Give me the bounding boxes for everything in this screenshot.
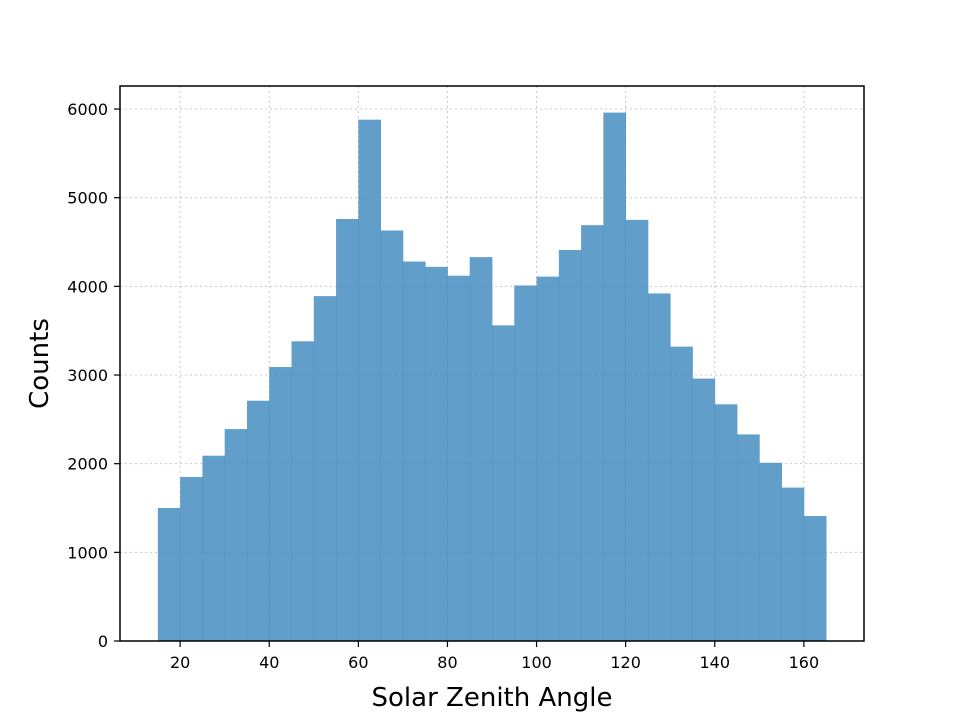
histogram-bar [692,378,716,641]
histogram-bar [402,261,426,641]
x-tick-label: 60 [348,653,368,672]
histogram-bars [157,112,827,642]
plot-frame [119,85,865,642]
histogram-bar [647,293,671,641]
y-tick-label: 2000 [67,455,108,474]
histogram-bar [781,487,805,641]
x-tick-label: 160 [789,653,820,672]
x-tick-label: 140 [699,653,730,672]
y-tick-label: 6000 [67,100,108,119]
histogram-bar [313,296,337,641]
histogram-bar [180,476,203,641]
histogram-bar [492,325,515,641]
histogram-bar [358,119,382,642]
y-tick-label: 5000 [67,189,108,208]
x-axis-ticks: 20 40 60 80 100 120 140 160 [170,641,819,672]
histogram-bar [425,266,448,641]
histogram-bar [625,219,649,642]
y-tick-label: 1000 [67,543,108,562]
x-tick-label: 40 [259,653,279,672]
histogram-bar [737,434,760,641]
histogram-bar [581,225,604,641]
histogram-bar [291,341,315,641]
histogram-bar [469,257,493,641]
histogram-bar [714,404,738,641]
histogram-bar [380,230,404,641]
y-tick-label: 0 [98,632,108,651]
histogram-bar [603,112,627,642]
x-axis-label: Solar Zenith Angle [372,683,613,713]
x-tick-label: 120 [610,653,641,672]
histogram-bar [759,462,782,641]
histogram-bar [670,346,693,641]
histogram-bar [803,515,827,641]
histogram-bar [558,250,582,641]
histogram-bar [157,508,181,641]
histogram-bar [246,400,270,641]
y-tick-label: 3000 [67,366,108,385]
histogram-bar [514,285,537,641]
histogram-bar [447,275,471,641]
x-tick-label: 80 [437,653,457,672]
histogram-bar [536,276,560,641]
histogram-bar [269,367,292,641]
x-tick-label: 100 [521,653,552,672]
x-tick-label: 20 [170,653,190,672]
histogram-bar [224,429,248,641]
y-axis-ticks: 0 1000 2000 3000 4000 5000 6000 [67,100,120,651]
histogram-bar [336,218,359,641]
y-tick-label: 4000 [67,277,108,296]
histogram-bar [202,455,226,641]
y-axis-label: Counts [25,318,55,409]
